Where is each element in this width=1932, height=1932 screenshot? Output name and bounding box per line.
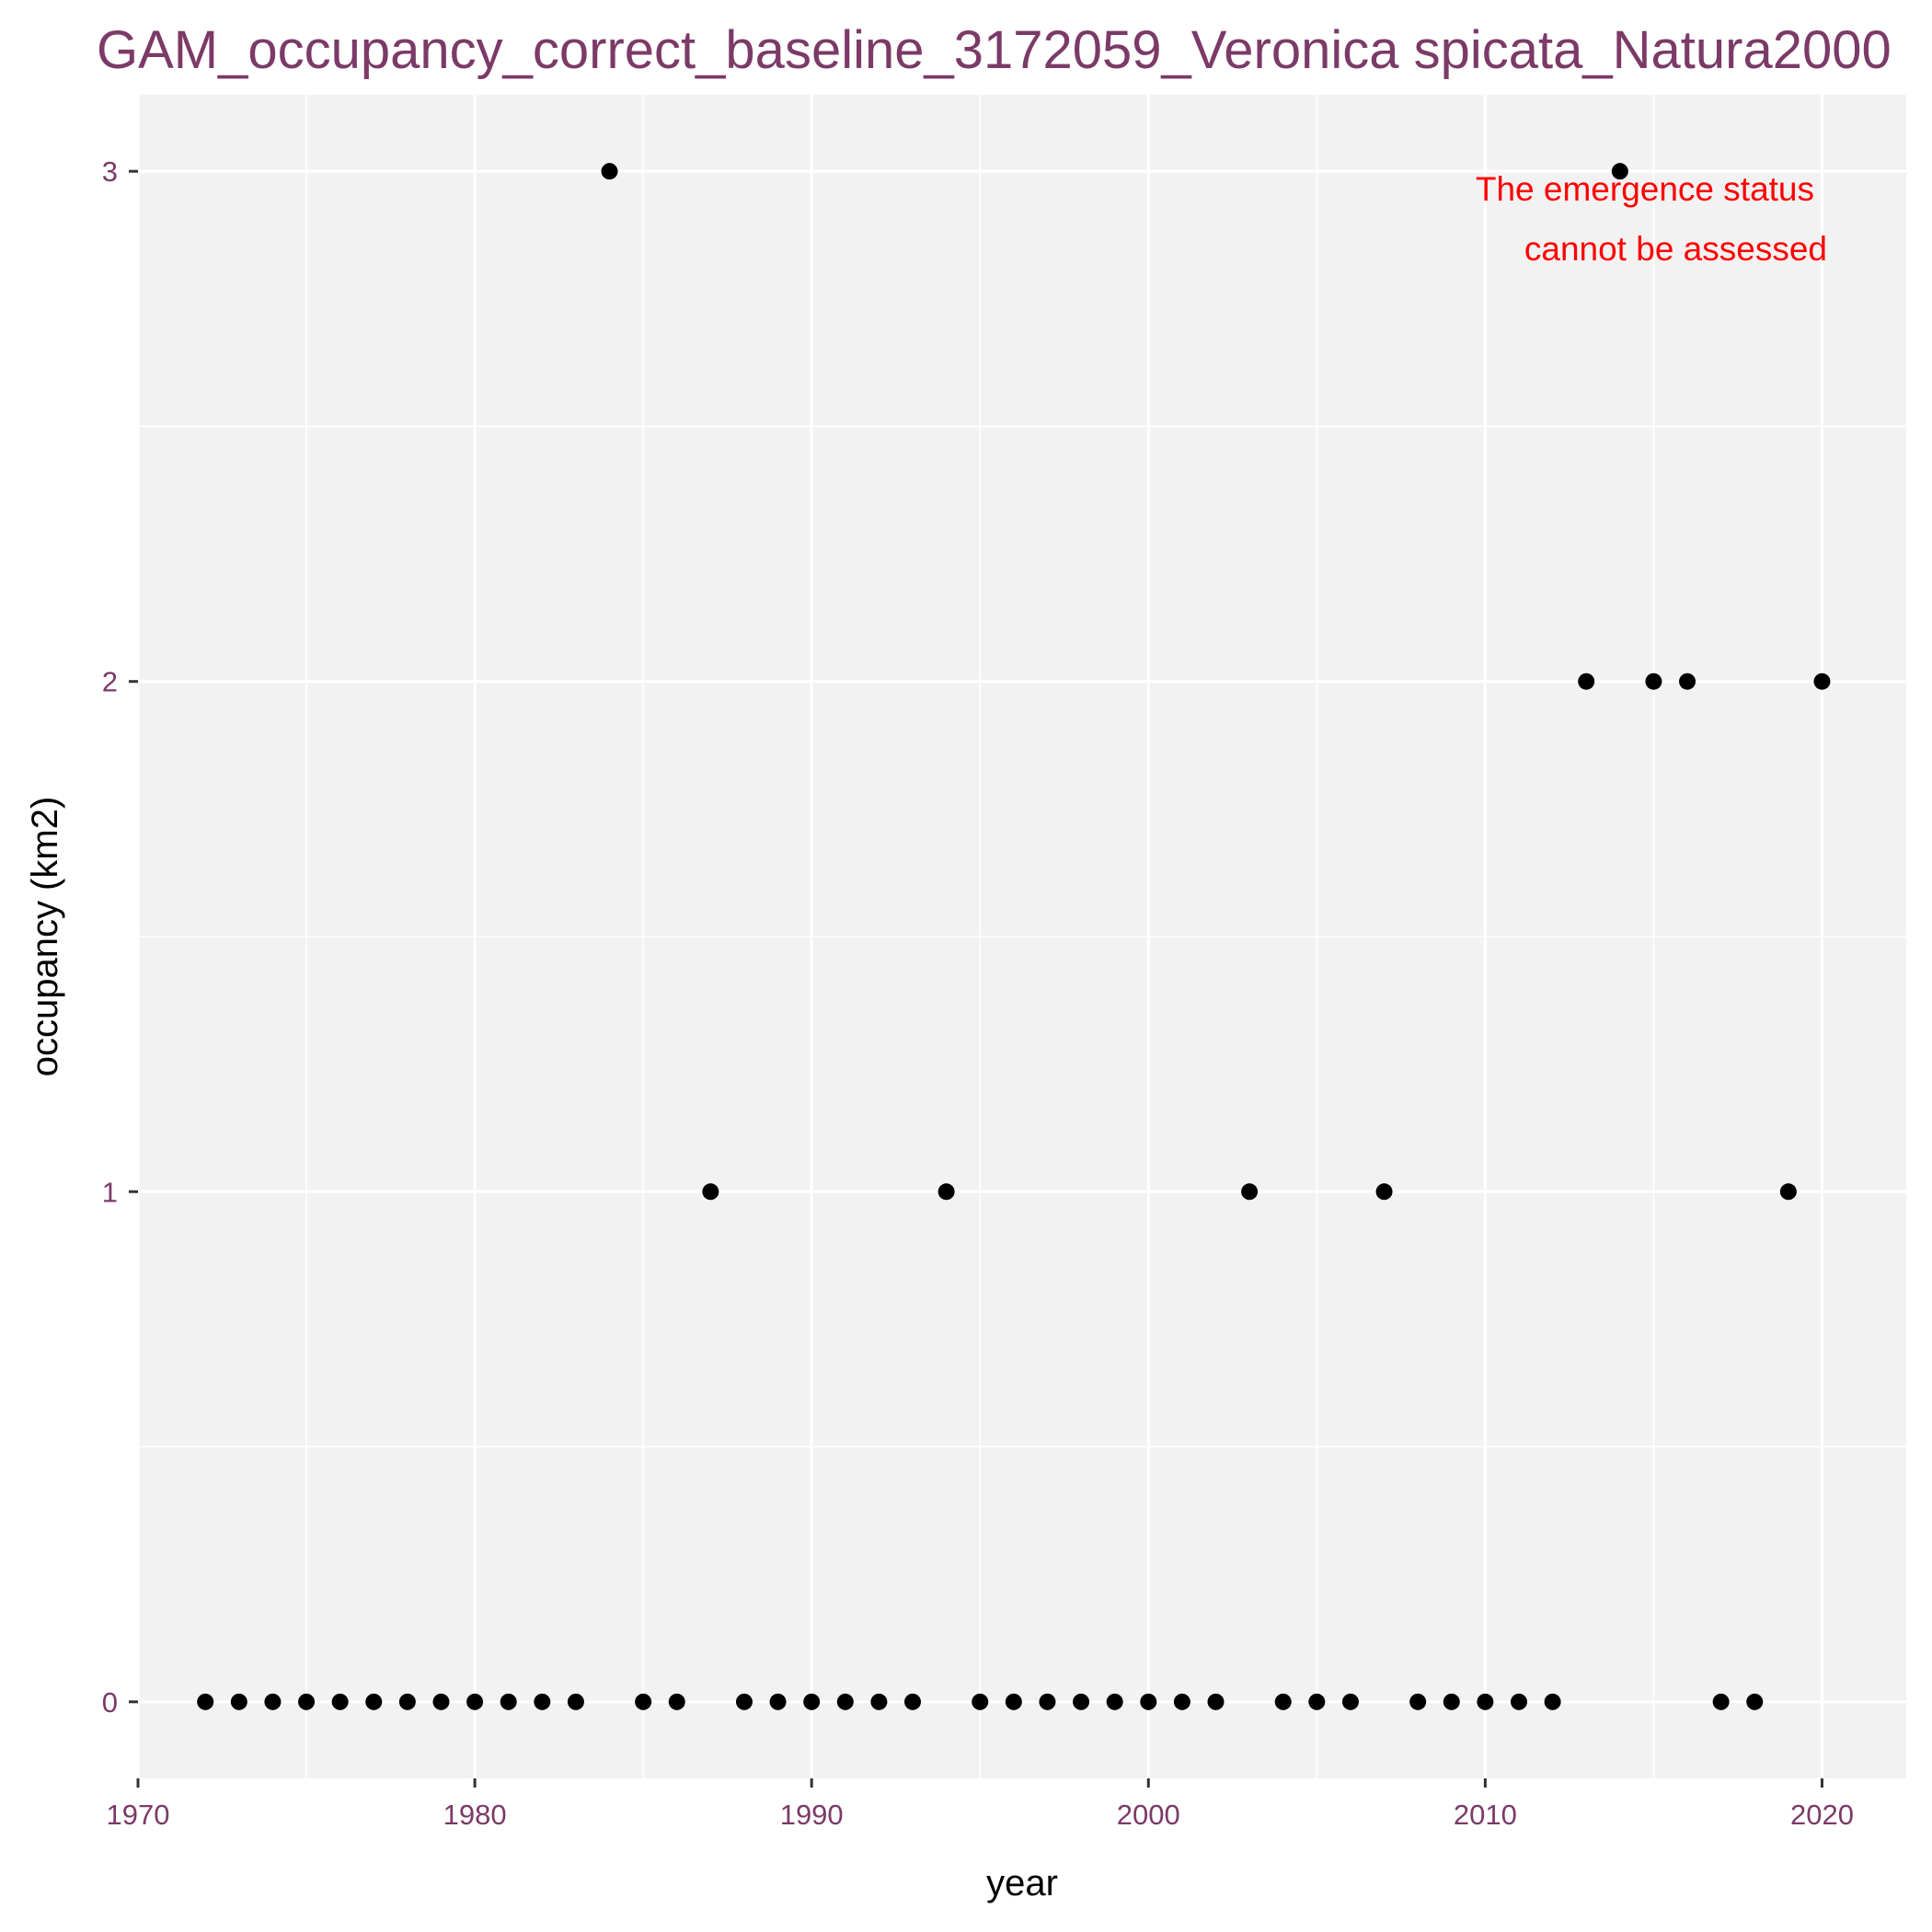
x-tick-label: 1970 <box>107 1799 170 1831</box>
data-point <box>1241 1183 1259 1201</box>
data-point <box>1375 1183 1393 1201</box>
x-tick-label: 1990 <box>780 1799 844 1831</box>
data-point <box>1578 673 1595 690</box>
x-tick-label: 2010 <box>1454 1799 1517 1831</box>
annotation-line-2: cannot be assessed <box>1524 230 1827 268</box>
chart-title: GAM_occupancy_correct_baseline_3172059_V… <box>97 20 1892 80</box>
data-point <box>1746 1693 1764 1710</box>
data-point <box>1712 1693 1730 1710</box>
data-point <box>1039 1693 1056 1710</box>
data-point <box>1274 1693 1292 1710</box>
data-point <box>1477 1693 1494 1710</box>
data-point <box>1779 1183 1797 1201</box>
x-tick-label: 2020 <box>1790 1799 1854 1831</box>
data-point <box>870 1693 888 1710</box>
data-point <box>1173 1693 1190 1710</box>
data-point <box>601 163 618 180</box>
data-point <box>365 1693 383 1710</box>
data-point <box>769 1693 787 1710</box>
data-point <box>1510 1693 1527 1710</box>
x-tick-labels: 1970 1980 1990 2000 2010 2020 <box>107 1799 1854 1831</box>
data-point <box>1544 1693 1561 1710</box>
data-point <box>972 1693 989 1710</box>
data-point <box>466 1693 484 1710</box>
data-point <box>735 1693 753 1710</box>
data-point <box>836 1693 854 1710</box>
y-tick-label: 2 <box>102 666 118 698</box>
data-point <box>1645 673 1662 690</box>
data-point <box>668 1693 685 1710</box>
y-tick-label: 0 <box>102 1686 118 1719</box>
data-point <box>264 1693 282 1710</box>
x-axis-title: year <box>986 1863 1058 1903</box>
data-point <box>1443 1693 1460 1710</box>
y-tick-labels: 0 1 2 3 <box>102 155 118 1719</box>
y-axis-title: occupancy (km2) <box>25 797 65 1077</box>
data-point <box>937 1183 955 1201</box>
data-point <box>1207 1693 1225 1710</box>
data-point <box>1813 673 1831 690</box>
axis-ticks <box>129 169 1823 1788</box>
data-point <box>1679 673 1696 690</box>
data-point <box>1341 1693 1359 1710</box>
grid-minor <box>138 95 1906 1778</box>
data-point <box>904 1693 922 1710</box>
data-point <box>298 1693 316 1710</box>
y-tick-label: 3 <box>102 155 118 188</box>
data-point <box>197 1693 214 1710</box>
annotation-line-1: The emergence status <box>1476 170 1814 208</box>
data-point <box>635 1693 652 1710</box>
data-point <box>230 1693 247 1710</box>
data-point <box>1073 1693 1090 1710</box>
data-points <box>197 163 1831 1710</box>
data-point <box>803 1693 821 1710</box>
data-point <box>500 1693 517 1710</box>
data-point <box>567 1693 584 1710</box>
data-point <box>534 1693 551 1710</box>
data-point <box>1005 1693 1022 1710</box>
data-point <box>331 1693 349 1710</box>
x-tick-label: 1980 <box>443 1799 507 1831</box>
data-point <box>1409 1693 1427 1710</box>
data-point <box>702 1183 719 1201</box>
y-tick-label: 1 <box>102 1176 118 1208</box>
data-point <box>1140 1693 1157 1710</box>
x-tick-label: 2000 <box>1117 1799 1180 1831</box>
data-point <box>432 1693 450 1710</box>
data-point <box>1308 1693 1326 1710</box>
grid-major <box>136 95 1906 1778</box>
data-point <box>1611 163 1628 180</box>
data-point <box>398 1693 416 1710</box>
data-point <box>1106 1693 1123 1710</box>
